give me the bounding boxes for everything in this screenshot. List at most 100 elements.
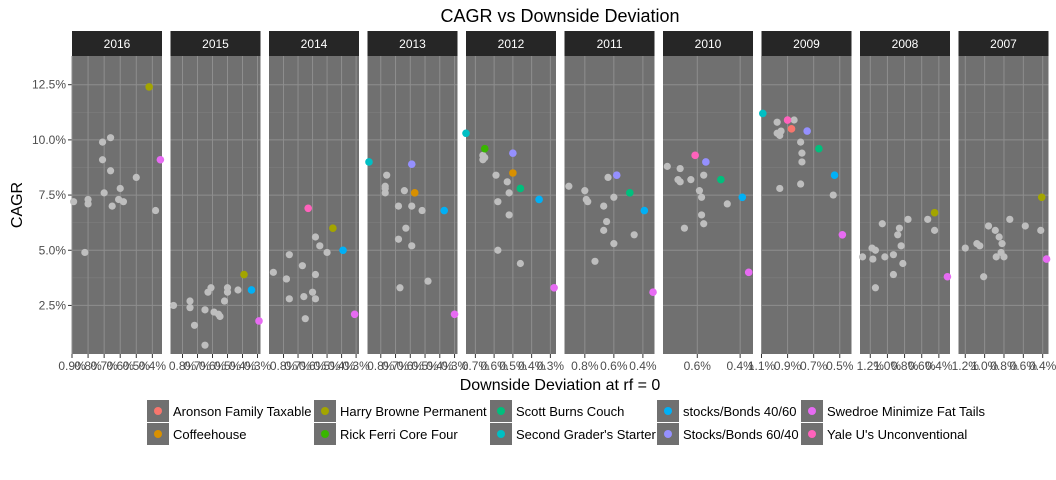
- scatter-point-other: [600, 202, 608, 210]
- x-tick-label: 0.6%: [480, 359, 508, 373]
- panel-background: [269, 56, 359, 354]
- y-tick-label: 7.5%: [39, 188, 67, 202]
- x-tick-label: 0.4%: [1029, 359, 1056, 373]
- scatter-point-series: [759, 109, 767, 118]
- scatter-point-series: [1042, 255, 1051, 263]
- scatter-point-other: [869, 255, 877, 263]
- x-tick-label: 1.1%: [748, 359, 776, 373]
- facet-strip-label: 2014: [301, 37, 328, 51]
- scatter-point-other: [481, 153, 489, 162]
- scatter-point-other: [630, 231, 638, 239]
- scatter-point-series: [943, 272, 952, 281]
- x-tick-label: 0.8%: [74, 359, 102, 373]
- legend-label: Second Grader's Starter: [516, 427, 656, 442]
- scatter-point-other: [494, 246, 502, 254]
- legend-key-swatch: [664, 407, 672, 415]
- scatter-point-series: [145, 83, 153, 91]
- scatter-point-other: [323, 248, 331, 257]
- legend-key-swatch: [154, 430, 162, 438]
- facet-panel-2014: 2014 0.8%0.7%0.6%0.5%0.4%0.3%: [269, 31, 370, 373]
- facet-strip: [663, 31, 753, 56]
- legend-label: Harry Browne Permanent: [340, 404, 487, 419]
- scatter-point-other: [777, 127, 785, 135]
- scatter-point-other: [298, 262, 306, 270]
- y-tick-label: 5.0%: [39, 243, 67, 257]
- facet-strip-label: 2008: [892, 37, 919, 51]
- scatter-point-other: [186, 304, 194, 312]
- legend-item: Rick Ferri Core Four: [314, 423, 458, 445]
- scatter-point-other: [663, 162, 671, 170]
- scatter-point-other: [503, 178, 511, 186]
- legend-key-swatch: [154, 407, 162, 415]
- chart-title: CAGR vs Downside Deviation: [440, 6, 679, 26]
- scatter-point-other: [505, 189, 513, 197]
- legend-label: Coffeehouse: [173, 427, 247, 442]
- scatter-point-series: [480, 144, 489, 153]
- scatter-point-series: [717, 175, 725, 184]
- legend-key-swatch: [497, 430, 505, 438]
- scatter-point-other: [584, 198, 592, 206]
- facet-strip-label: 2011: [597, 37, 623, 51]
- facet-panel-2008: 2008 1.2%1.0%0.8%0.6%0.4%: [857, 31, 953, 373]
- facet-panel-2009: 2009 1.1%0.9%0.7%0.5%: [748, 31, 854, 373]
- x-tick-label: 0.4%: [925, 359, 953, 373]
- scatter-point-series: [783, 116, 792, 124]
- scatter-point-other: [116, 184, 124, 193]
- scatter-point-series: [815, 144, 823, 153]
- scatter-point-other: [285, 295, 293, 303]
- scatter-point-series: [1037, 193, 1046, 202]
- scatter-point-other: [930, 226, 939, 234]
- x-tick-label: 0.6%: [684, 359, 712, 373]
- scatter-point-series: [626, 189, 634, 197]
- scatter-point-other: [81, 248, 89, 257]
- scatter-point-other: [84, 200, 92, 208]
- x-tick-label: 0.4%: [426, 359, 454, 373]
- x-tick-label: 0.4%: [229, 359, 257, 373]
- scatter-point-other: [394, 202, 403, 210]
- scatter-point-series: [787, 125, 796, 133]
- scatter-point-series: [738, 193, 747, 202]
- scatter-point-series: [440, 206, 449, 215]
- scatter-point-other: [106, 134, 115, 142]
- legend-label: stocks/Bonds 40/60: [683, 404, 796, 419]
- facet-strip-label: 2009: [793, 37, 820, 51]
- scatter-point-other: [383, 171, 391, 179]
- scatter-point-series: [838, 231, 847, 239]
- y-axis-title: CAGR: [9, 182, 26, 228]
- scatter-point-other: [924, 215, 932, 223]
- scatter-point-other: [316, 242, 324, 250]
- legend-key-swatch: [808, 407, 816, 415]
- scatter-point-other: [408, 202, 416, 210]
- scatter-point-other: [381, 189, 389, 197]
- x-tick-label: 1.0%: [874, 359, 902, 373]
- facet-strip: [466, 31, 556, 56]
- scatter-point-other: [895, 224, 904, 232]
- scatter-point-other: [610, 193, 618, 201]
- scatter-point-other: [311, 270, 320, 279]
- x-tick-label: 0.7%: [284, 359, 312, 373]
- scatter-point-other: [565, 182, 573, 190]
- scatter-point-other: [697, 211, 706, 219]
- x-tick-label: 0.8%: [270, 359, 298, 373]
- panel-background: [663, 56, 753, 354]
- scatter-point-other: [1037, 226, 1045, 234]
- y-axis: 12.5% 10.0% 7.5% 5.0% 2.5%: [32, 78, 72, 312]
- scatter-point-other: [308, 288, 317, 296]
- y-tick-label: 10.0%: [32, 133, 66, 147]
- scatter-point-other: [1021, 222, 1029, 230]
- scatter-point-other: [285, 251, 293, 259]
- x-tick-label: 0.6%: [397, 359, 425, 373]
- facet-panel-2013: 2013 0.8%0.7%0.6%0.5%0.4%0.3%: [365, 31, 469, 373]
- x-tick-label: 0.5%: [411, 359, 439, 373]
- scatter-point-series: [247, 286, 256, 294]
- x-tick-label: 1.2%: [857, 359, 885, 373]
- scatter-point-other: [695, 187, 704, 195]
- scatter-point-other: [723, 200, 731, 208]
- scatter-point-other: [878, 220, 886, 228]
- scatter-point-other: [773, 118, 781, 126]
- scatter-point-other: [100, 189, 108, 197]
- scatter-point-series: [744, 268, 753, 277]
- x-tick-label: 0.8%: [367, 359, 395, 373]
- y-tick-label: 2.5%: [39, 298, 67, 312]
- scatter-point-other: [282, 275, 291, 283]
